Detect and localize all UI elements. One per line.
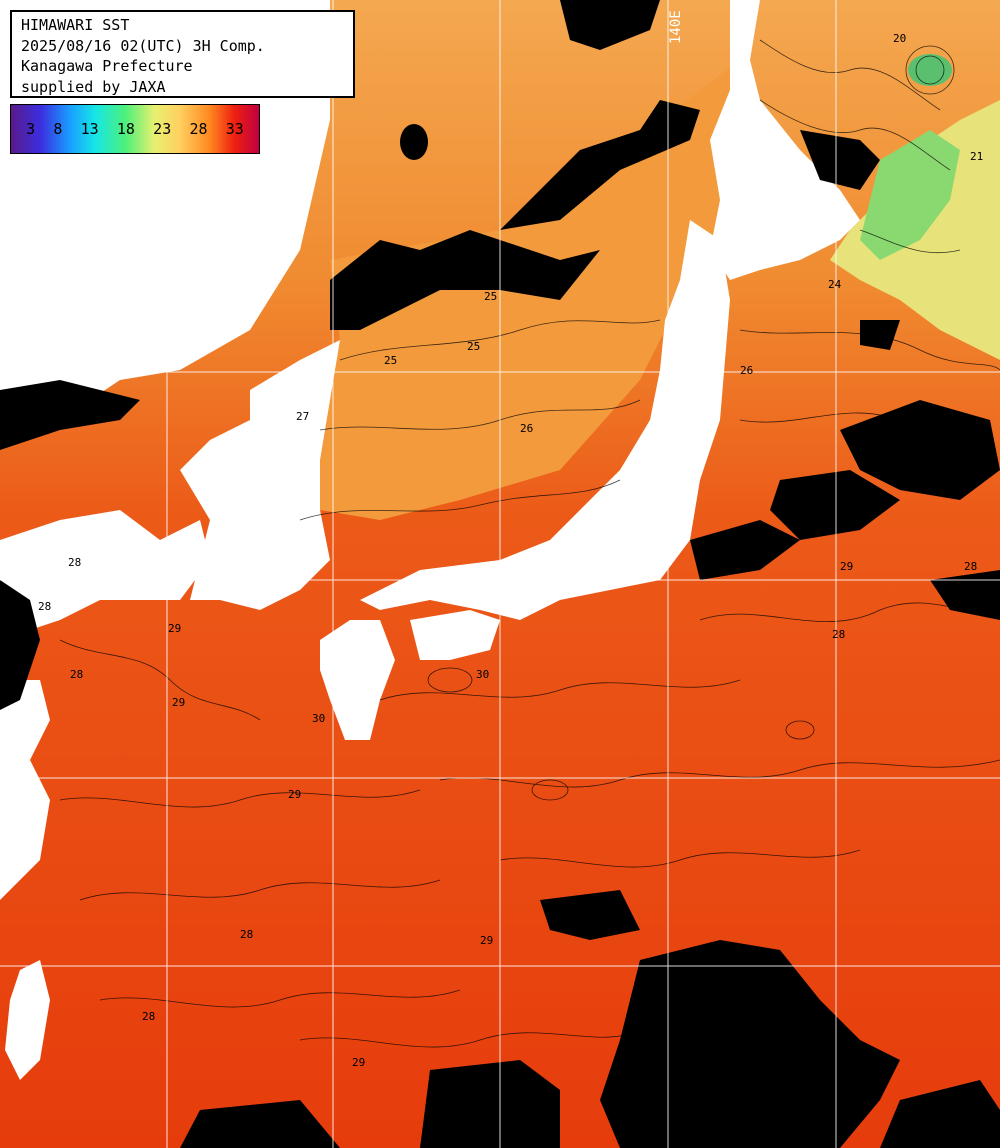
map-supplier: supplied by JAXA [21, 77, 166, 96]
cold-water-region [740, 0, 1000, 360]
contour-label: 26 [950, 488, 964, 501]
contour-label: 28 [240, 928, 254, 941]
contour-label: 26 [520, 422, 534, 435]
contour-label: 28 [70, 668, 84, 681]
colorbar-tick: 3 [26, 120, 36, 138]
contour-label: 28 [832, 628, 846, 641]
contour-label: 28 [38, 600, 52, 613]
contour-label: 29 [168, 622, 182, 635]
korea-land [180, 340, 340, 610]
contour-label: 29 [352, 1056, 366, 1069]
colorbar-tick: 13 [80, 120, 99, 138]
latitude-label: 40N [4, 352, 30, 368]
contour-label: 24 [828, 278, 842, 291]
contour-label: 29 [480, 934, 494, 947]
colorbar-tick: 33 [225, 120, 244, 138]
contour-label: 25 [467, 340, 481, 353]
map-title: HIMAWARI SST [21, 16, 130, 34]
colorbar-tick: 28 [189, 120, 208, 138]
map-datetime: 2025/08/16 02(UTC) 3H Comp. [21, 36, 265, 55]
contour-label: 28 [964, 560, 978, 573]
contour-label: 21 [970, 150, 984, 163]
shikoku-land [410, 610, 500, 660]
contour-label: 28 [68, 556, 82, 569]
cold-eddy [908, 54, 952, 86]
mainland-coast [0, 510, 210, 640]
colorbar-tick: 23 [153, 120, 172, 138]
contour-label: 26 [740, 364, 754, 377]
colorbar-tick: 18 [116, 120, 135, 138]
colorbar-tick: 8 [53, 120, 63, 138]
contour-label: 27 [296, 410, 310, 423]
contour-label: 20 [893, 32, 907, 45]
hokkaido-land [710, 0, 860, 280]
taiwan-land [5, 960, 50, 1080]
honshu-land [360, 220, 730, 620]
contour-label: 30 [476, 668, 490, 681]
contour-label: 28 [142, 1010, 156, 1023]
contour-label: 25 [484, 290, 498, 303]
temperature-colorbar: 3 8 13 18 23 28 33 [10, 104, 260, 154]
contour-label: 30 [312, 712, 326, 725]
contour-label: 25 [384, 354, 398, 367]
info-box: HIMAWARI SST 2025/08/16 02(UTC) 3H Comp.… [10, 10, 355, 98]
map-region: Kanagawa Prefecture [21, 57, 193, 75]
cold-water-core [860, 130, 960, 260]
contour-label: 29 [840, 560, 854, 573]
contour-label: 29 [288, 788, 302, 801]
kyushu-land [320, 620, 395, 740]
longitude-label: 140E [668, 10, 684, 44]
contour-label: 29 [172, 696, 186, 709]
china-east-coast [0, 680, 50, 900]
